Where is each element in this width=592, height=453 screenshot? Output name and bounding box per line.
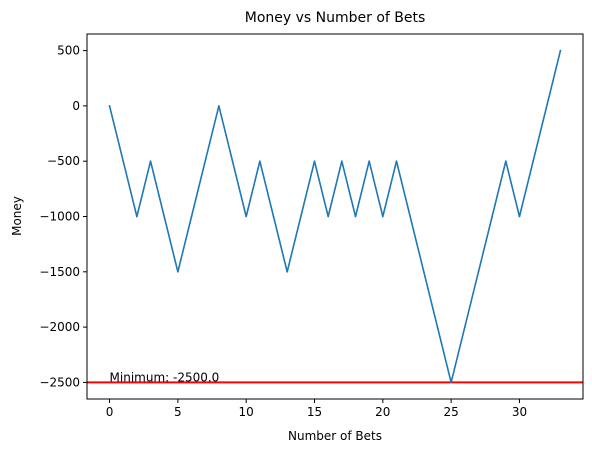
y-tick-label: −500 [47,154,80,168]
x-tick-label: 5 [174,405,182,419]
data-point [245,215,247,218]
y-tick-label: −2500 [39,375,80,389]
y-axis-ticks: −2500 −2000 −1500 −1000 −500 0 500 [39,44,87,389]
data-point [532,160,534,162]
y-tick-label: −1500 [39,265,80,279]
x-tick-label: 15 [307,405,322,419]
data-point [368,160,370,162]
data-point [286,271,288,273]
data-point [395,160,398,162]
data-point [300,215,302,218]
plot-frame [86,33,584,400]
y-axis-label: Money [10,196,24,236]
x-tick-label: 0 [106,405,114,419]
data-point [272,215,275,218]
plot-area [87,34,583,399]
data-point [218,105,220,107]
data-point [163,215,165,218]
x-axis-ticks: 0 5 10 15 20 25 30 [106,399,527,419]
data-point [545,105,548,107]
data-point [327,215,329,218]
data-point [423,271,425,273]
data-point [491,215,493,218]
data-point [108,105,111,107]
data-point [382,215,384,218]
data-point [313,160,316,162]
data-point [231,160,234,162]
series-layer [108,49,562,384]
series-line [108,49,562,384]
x-tick-label: 25 [444,405,459,419]
minimum-annotation: Minimum: -2500.0 [110,370,220,384]
data-point [204,160,206,162]
data-point [464,326,466,328]
data-point [559,49,562,52]
y-tick-label: −2000 [39,320,80,334]
data-point [149,160,152,162]
y-tick-label: −1000 [39,210,80,224]
data-point [436,326,439,328]
x-tick-label: 20 [375,405,390,419]
data-point [409,215,411,218]
data-point [136,215,138,218]
data-point [477,271,480,273]
data-point [177,271,179,273]
data-point [122,160,125,162]
data-points-layer [108,49,562,384]
x-tick-label: 30 [512,405,527,419]
data-point [354,215,357,218]
data-point [518,215,521,218]
x-axis-label: Number of Bets [288,429,382,443]
chart-title: Money vs Number of Bets [245,10,426,26]
data-point [505,160,507,162]
data-point [259,160,261,162]
y-tick-label: 0 [72,99,80,113]
data-point [341,160,343,162]
data-point [450,381,452,384]
data-point [190,215,193,218]
y-tick-label: 500 [57,44,80,58]
x-tick-label: 10 [239,405,254,419]
